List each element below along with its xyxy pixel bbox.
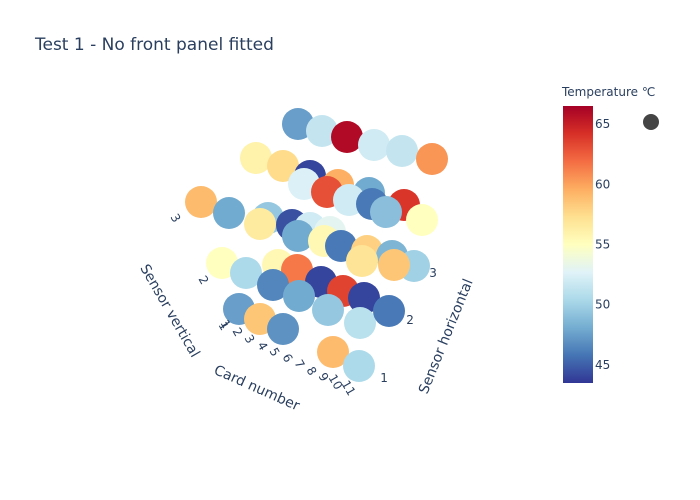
data-point-38[interactable] (283, 280, 315, 312)
z-tick-1: 2 (195, 273, 211, 287)
data-point-2[interactable] (331, 121, 363, 153)
z-tick-2: 3 (167, 211, 183, 225)
data-point-40[interactable] (348, 282, 380, 314)
data-point-1[interactable] (306, 115, 338, 147)
data-point-41[interactable] (346, 245, 378, 277)
data-point-16[interactable] (370, 196, 402, 228)
data-point-5[interactable] (416, 143, 448, 175)
y-axis-ticks: 1 2 3 (380, 266, 437, 385)
data-point-21[interactable] (244, 208, 276, 240)
data-point-43[interactable] (378, 249, 410, 281)
colorbar-title: Temperature ℃ (561, 85, 655, 99)
x-tick-2: 3 (241, 332, 257, 346)
x-tick-1: 2 (229, 325, 245, 339)
data-point-49[interactable] (343, 350, 375, 382)
data-point-6[interactable] (240, 142, 272, 174)
data-point-42[interactable] (344, 307, 376, 339)
data-point-30[interactable] (206, 247, 238, 279)
x-tick-10: 11 (339, 378, 359, 398)
x-axis-title: Card number (211, 362, 302, 414)
data-point-37[interactable] (257, 269, 289, 301)
scatter-markers (185, 108, 448, 382)
data-point-46[interactable] (373, 295, 405, 327)
colorbar-tick-2: 55 (595, 238, 610, 252)
colorbar-ticks: 45 50 55 60 65 (595, 117, 610, 372)
colorbar-tick-4: 65 (595, 117, 610, 131)
colorbar-tick-0: 45 (595, 358, 610, 372)
legend-marker[interactable] (643, 114, 659, 130)
z-axis-title: Sensor vertical (136, 262, 202, 361)
colorbar-tick-1: 50 (595, 298, 610, 312)
data-point-47[interactable] (267, 313, 299, 345)
data-point-7[interactable] (267, 150, 299, 182)
data-point-34[interactable] (281, 254, 313, 286)
data-point-0[interactable] (282, 108, 314, 140)
chart-title: Test 1 - No front panel fitted (34, 35, 274, 55)
y-tick-0: 1 (380, 371, 388, 385)
y-axis-title: Sensor horizontal (416, 277, 477, 396)
z-tick-0: 1 (215, 319, 231, 333)
data-point-25[interactable] (282, 220, 314, 252)
data-point-48[interactable] (317, 336, 349, 368)
data-point-18[interactable] (185, 186, 217, 218)
colorbar (563, 106, 593, 383)
data-point-4[interactable] (386, 135, 418, 167)
x-tick-9: 10 (326, 372, 346, 392)
data-point-17[interactable] (406, 204, 438, 236)
data-point-19[interactable] (213, 197, 245, 229)
data-point-3[interactable] (358, 129, 390, 161)
data-point-31[interactable] (230, 257, 262, 289)
colorbar-tick-3: 60 (595, 177, 610, 191)
data-point-39[interactable] (312, 294, 344, 326)
y-tick-2: 3 (429, 266, 437, 280)
x-tick-6: 7 (291, 357, 307, 371)
y-tick-1: 2 (406, 313, 414, 327)
